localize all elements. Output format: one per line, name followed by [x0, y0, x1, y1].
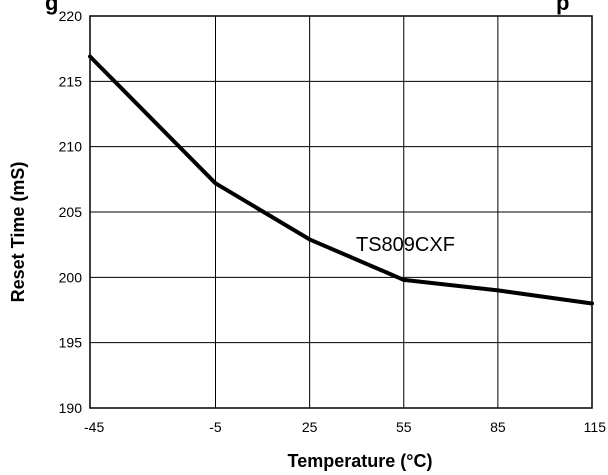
- x-tick-label: 25: [302, 419, 318, 435]
- x-tick-label: 55: [396, 419, 412, 435]
- plot-frame: [89, 15, 593, 409]
- y-tick-label: 205: [59, 204, 83, 220]
- tick-labels: 190 195 200 205 210 215 220 -45 -5 25 55 85 115: [59, 8, 607, 435]
- x-tick-label: 85: [490, 419, 506, 435]
- grid-lines: [90, 16, 592, 408]
- chart-title-right: p: [556, 0, 569, 15]
- y-tick-label: 215: [59, 73, 83, 89]
- y-tick-label: 220: [59, 8, 83, 24]
- y-tick-label: 210: [59, 139, 83, 155]
- x-tick-label: -5: [209, 419, 222, 435]
- y-axis-label: Reset Time (mS): [8, 162, 28, 303]
- x-tick-label: 115: [584, 419, 607, 435]
- series-label-ts809cxf: TS809CXF: [356, 234, 455, 256]
- x-tick-label: -45: [84, 419, 104, 435]
- x-axis-label: Temperature (°C): [288, 451, 433, 471]
- series-layer: [88, 54, 594, 306]
- y-tick-label: 200: [59, 269, 83, 285]
- chart-title: g: [45, 0, 58, 15]
- y-tick-label: 195: [59, 335, 83, 351]
- y-tick-label: 190: [59, 400, 83, 416]
- series-line-ts809cxf: [88, 54, 594, 306]
